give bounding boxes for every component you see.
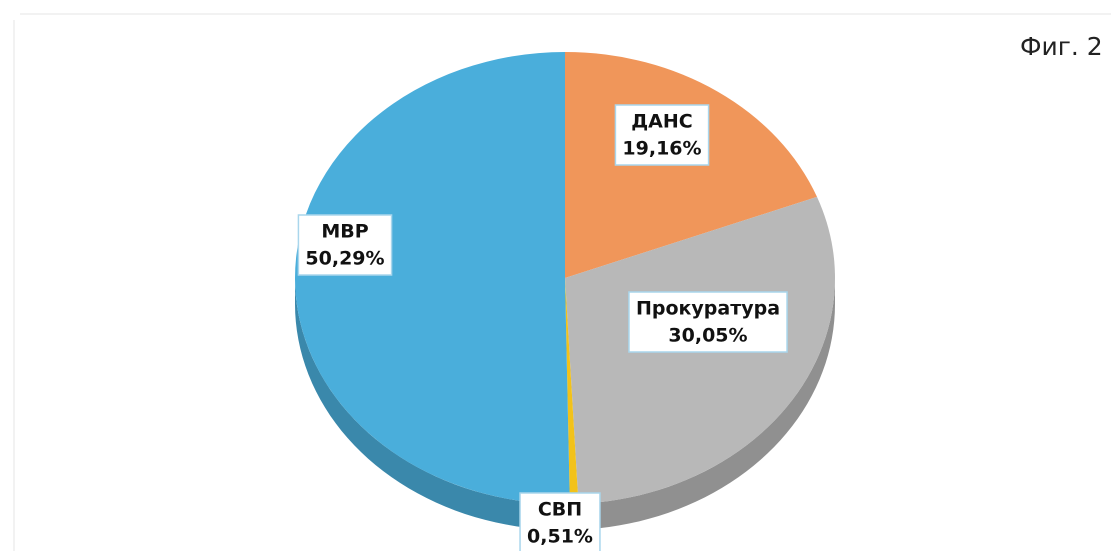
label-name: СВП <box>538 499 582 521</box>
slice-side <box>578 278 835 530</box>
pie-slice <box>295 52 570 504</box>
label-box <box>614 104 710 166</box>
data-label: СВП 0,51% <box>519 492 601 551</box>
label-value: 50,29% <box>305 248 384 270</box>
label-value: 19,16% <box>622 138 701 160</box>
data-label: ДАНС 19,16% <box>614 104 710 166</box>
data-label: Прокуратура 30,05% <box>628 291 788 353</box>
label-name: ДАНС <box>631 111 692 133</box>
label-box <box>297 214 393 276</box>
data-label: МВР 50,29% <box>297 214 393 276</box>
chart-title: Фиг. 2 <box>1020 32 1103 61</box>
label-value: 0,51% <box>527 526 593 548</box>
pie-slice <box>565 278 579 504</box>
label-box <box>628 291 788 353</box>
label-value: 30,05% <box>668 325 747 347</box>
label-box <box>519 492 601 551</box>
label-name: МВР <box>321 221 368 243</box>
label-name: Прокуратура <box>636 298 780 320</box>
